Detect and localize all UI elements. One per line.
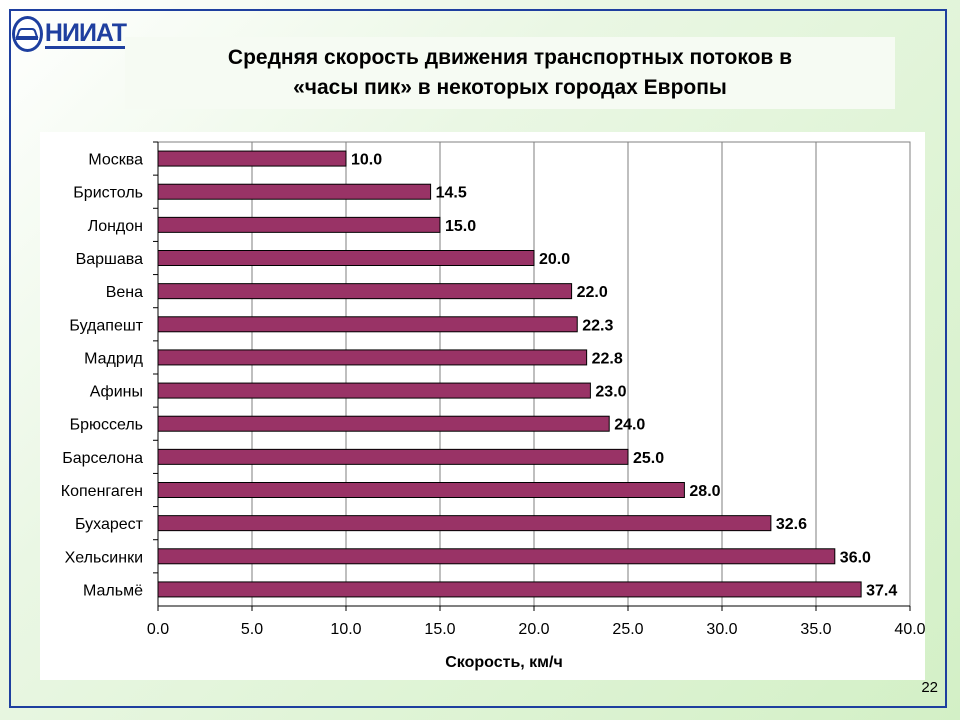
bar — [157, 283, 573, 300]
title-box: Средняя скорость движения транспортных п… — [125, 37, 895, 109]
bar — [157, 581, 862, 598]
bar — [157, 382, 591, 399]
data-label: 22.3 — [582, 317, 613, 334]
data-label: 28.0 — [689, 483, 720, 500]
bar — [157, 482, 685, 498]
bar — [157, 183, 432, 200]
bar — [157, 415, 610, 432]
data-label: 10.0 — [351, 152, 382, 169]
category-label: Вена — [106, 284, 143, 301]
page-number: 22 — [921, 679, 938, 696]
bar — [157, 316, 578, 333]
x-axis-title: Скорость, км/ч — [445, 654, 563, 671]
category-label: Варшава — [76, 251, 144, 268]
x-tick-label: 25.0 — [612, 621, 643, 638]
category-label: Лондон — [88, 218, 143, 235]
title-line-1: Средняя скорость движения транспортных п… — [227, 46, 793, 69]
data-label: 15.0 — [445, 218, 476, 235]
x-tick-label: 30.0 — [706, 621, 737, 638]
category-label: Москва — [88, 152, 143, 169]
x-tick-label: 15.0 — [424, 621, 455, 638]
bar — [157, 250, 535, 266]
bar — [157, 448, 629, 465]
category-label: Барселона — [62, 450, 143, 467]
category-label: Брюссель — [70, 417, 143, 434]
data-label: 37.4 — [866, 582, 897, 599]
x-tick-label: 10.0 — [330, 621, 361, 638]
x-tick-label: 5.0 — [241, 621, 263, 638]
x-tick-label: 35.0 — [800, 621, 831, 638]
data-label: 22.8 — [592, 350, 623, 367]
data-label: 32.6 — [776, 516, 807, 533]
category-label: Афины — [90, 384, 143, 401]
bar — [157, 548, 836, 565]
title-line-2: «часы пик» в некоторых городах Европы — [293, 76, 727, 99]
category-label: Мальмё — [83, 582, 143, 599]
data-label: 36.0 — [840, 549, 871, 566]
data-label: 20.0 — [539, 251, 570, 268]
data-label: 14.5 — [436, 185, 467, 202]
bar — [157, 150, 347, 167]
chart-title: Средняя скорость движения транспортных п… — [228, 43, 792, 103]
category-label: Будапешт — [69, 317, 143, 334]
x-tick-label: 0.0 — [147, 621, 169, 638]
data-label: 23.0 — [595, 384, 626, 401]
x-tick-label: 40.0 — [894, 621, 925, 638]
data-label: 22.0 — [577, 284, 608, 301]
category-label: Бристоль — [73, 185, 143, 202]
bar — [157, 349, 588, 366]
category-label: Бухарест — [75, 516, 144, 533]
category-label: Хельсинки — [65, 549, 143, 566]
logo-text: НИИАТ — [44, 18, 127, 49]
x-tick-label: 20.0 — [518, 621, 549, 638]
category-label: Копенгаген — [61, 483, 143, 500]
car-icon — [12, 16, 43, 52]
bar — [157, 216, 441, 233]
slide-frame — [9, 9, 947, 708]
niiat-logo: НИИАТ — [12, 14, 127, 54]
data-label: 25.0 — [633, 450, 664, 467]
bar — [157, 515, 772, 532]
category-label: Мадрид — [84, 350, 144, 367]
data-label: 24.0 — [614, 417, 645, 434]
